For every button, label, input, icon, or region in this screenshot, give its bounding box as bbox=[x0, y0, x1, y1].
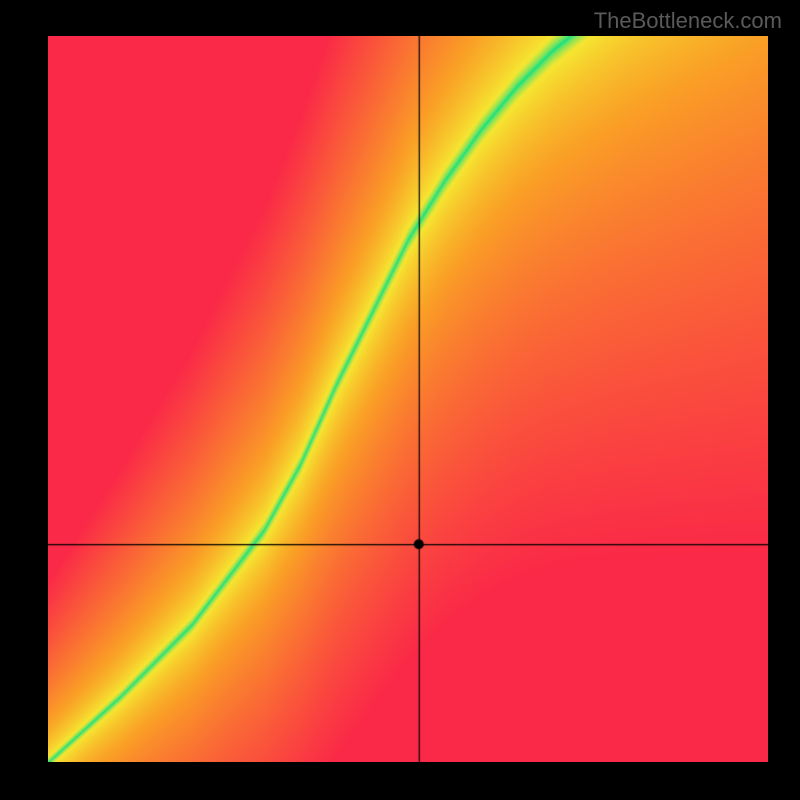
bottleneck-heatmap bbox=[48, 36, 768, 762]
heatmap-canvas bbox=[48, 36, 768, 762]
watermark-text: TheBottleneck.com bbox=[594, 8, 782, 34]
